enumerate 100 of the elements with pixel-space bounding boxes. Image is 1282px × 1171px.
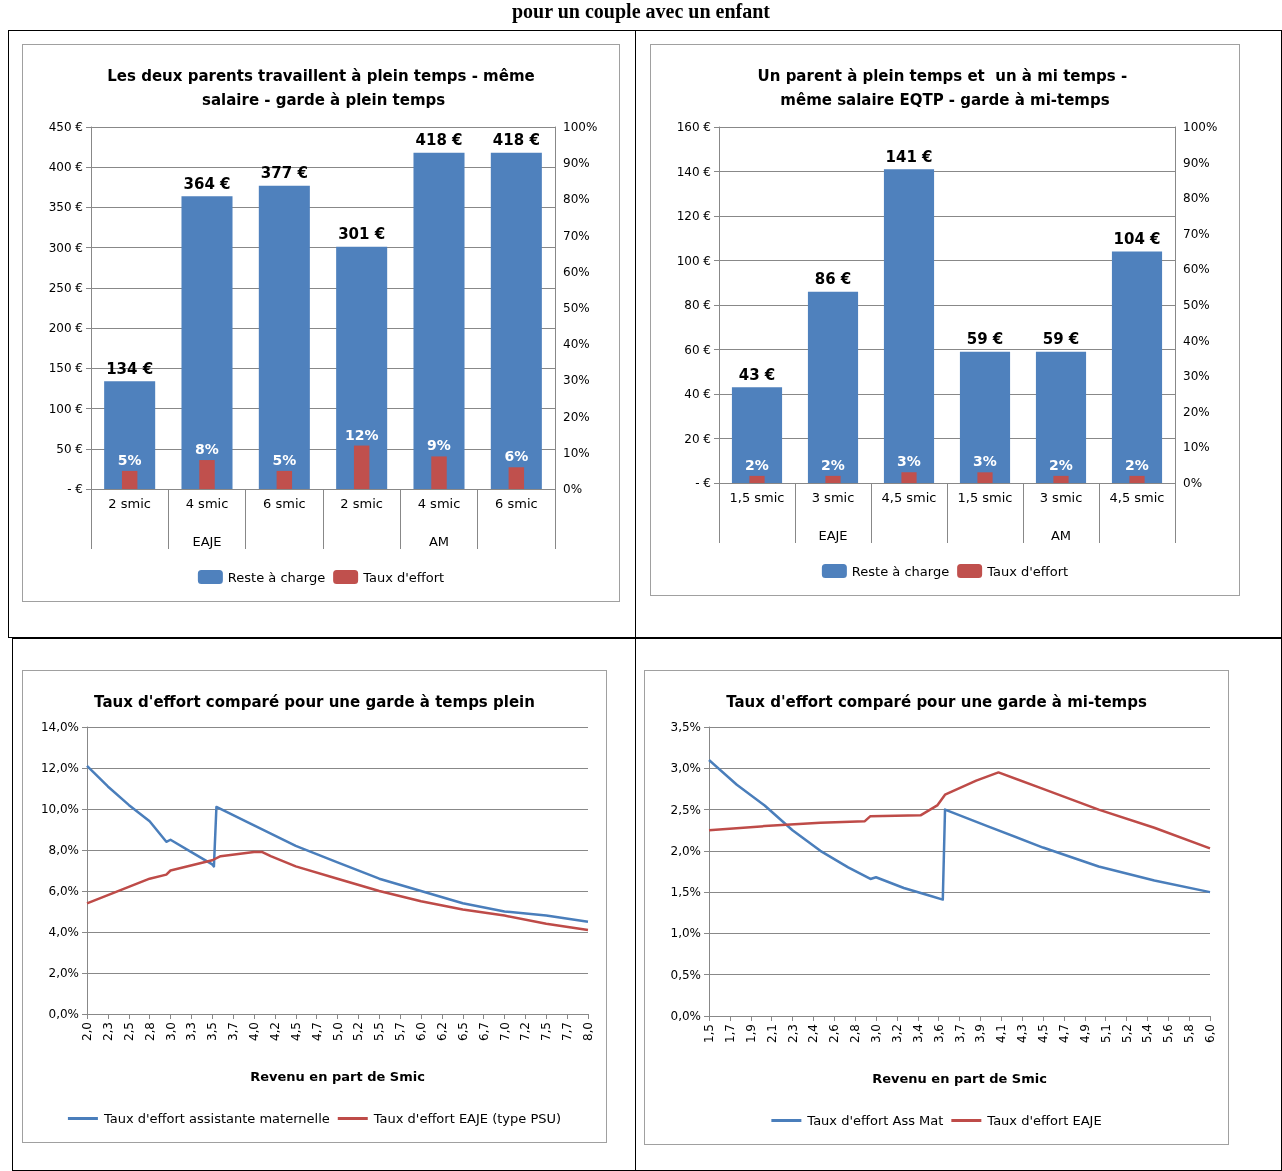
text: EAJE: [192, 534, 222, 549]
y-tick-label: 100 €: [676, 253, 711, 268]
x-tick-label: 5,0: [330, 1022, 345, 1042]
y2-tick-label: 20%: [563, 409, 590, 424]
y-tick-label: - €: [67, 482, 83, 496]
y2-tick-label: 90%: [563, 156, 590, 171]
x-tick-label: 3 smic: [1039, 490, 1083, 505]
x-tick-label: 3,0: [869, 1024, 883, 1044]
y-tick-label: - €: [695, 476, 711, 490]
y-tick-label: 300 €: [48, 240, 83, 255]
x-axis-title: Revenu en part de Smic: [872, 1071, 1047, 1086]
x-tick-label: 6,2: [434, 1022, 449, 1042]
x-tick-label: 6 smic: [495, 496, 538, 511]
data-label: 364 €: [183, 174, 231, 193]
x-tick-label: 5,1: [1098, 1024, 1113, 1044]
text: pour un couple avec un enfant: [511, 0, 771, 23]
chart-title: Taux d'effort comparé pour une garde à temps plein: [94, 693, 535, 711]
bar: [353, 445, 370, 489]
y-tick-label: 40 €: [684, 387, 711, 401]
y-tick-label: 4,0%: [48, 925, 79, 939]
legend-label: Reste à charge: [851, 563, 950, 579]
y2-tick-label: 30%: [563, 373, 590, 388]
legend-label: Taux d'effort EAJE: [986, 1113, 1102, 1128]
y-tick-label: 120 €: [676, 209, 711, 223]
x-tick-label: 4,5: [288, 1022, 303, 1042]
text: EAJE: [818, 528, 848, 543]
y-tick-label: 6,0%: [48, 884, 79, 898]
bar: [490, 152, 542, 489]
x-tick-label: 2 smic: [108, 496, 151, 511]
text: AM: [1050, 528, 1072, 543]
bar: [807, 291, 859, 483]
x-tick-label: 3,7: [226, 1022, 241, 1042]
x-tick-label: 4 smic: [185, 496, 229, 511]
bar: [258, 185, 310, 489]
y-tick-label: 3,5%: [670, 720, 701, 734]
data-label: 43 €: [738, 365, 776, 384]
data-label: 2%: [821, 456, 845, 473]
x-tick-label: 1,7: [722, 1024, 737, 1044]
x-tick-label: 2,6: [827, 1024, 842, 1044]
data-label: 5%: [272, 451, 297, 468]
y-tick-label: 20 €: [684, 431, 711, 446]
y2-tick-label: 0%: [563, 482, 583, 496]
x-tick-label: 1,9: [743, 1024, 758, 1044]
y2-tick-label: 10%: [1183, 440, 1210, 455]
line-series: [707, 758, 1212, 901]
bar: [276, 470, 293, 489]
x-tick-label: 4,5 smic: [1109, 490, 1165, 505]
y-tick-label: 140 €: [676, 164, 711, 179]
y-tick-label: 200 €: [48, 321, 83, 336]
y-tick-label: 3,0%: [670, 761, 701, 776]
y2-tick-label: 40%: [1183, 333, 1210, 348]
y-tick-label: 12,0%: [40, 761, 79, 775]
x-tick-label: 2,8: [142, 1022, 157, 1042]
line-series: [85, 850, 590, 932]
x-tick-label: 3,7: [952, 1024, 967, 1044]
x-tick-label: 3 smic: [811, 490, 855, 505]
y2-tick-label: 50%: [563, 301, 590, 315]
bar: [1111, 251, 1163, 483]
chart-title: Un parent à plein temps et un à mi temps - même salaire EQTP - garde à mi-temps: [757, 67, 1133, 109]
y2-tick-label: 10%: [563, 445, 590, 460]
legend-label: Taux d'effort Ass Mat: [806, 1113, 944, 1128]
x-tick-label: 4 smic: [417, 496, 461, 511]
data-label: 2%: [745, 456, 769, 473]
y-tick-label: 150 €: [48, 361, 83, 376]
data-label: 59 €: [966, 330, 1004, 349]
x-tick-label: 5,4: [1140, 1024, 1155, 1044]
legend-label: Taux d'effort assistante maternelle: [102, 1111, 330, 1126]
x-tick-label: 6,5: [455, 1022, 470, 1042]
bar: [1035, 351, 1087, 483]
data-label: 134 €: [106, 359, 154, 378]
data-label: 3%: [897, 453, 921, 470]
x-tick-label: 2,5: [121, 1022, 136, 1042]
x-tick-label: 2 smic: [340, 496, 383, 511]
y-tick-label: 50 €: [56, 441, 83, 456]
x-tick-label: 4,7: [309, 1022, 324, 1042]
x-tick-label: 3,5: [205, 1022, 220, 1042]
data-label: 9%: [427, 437, 451, 454]
data-label: 301 €: [338, 225, 386, 244]
x-tick-label: 6,0: [414, 1022, 428, 1042]
bar: [508, 467, 525, 489]
data-label: 8%: [195, 441, 219, 458]
x-tick-label: 7,2: [518, 1022, 533, 1042]
y-tick-label: 80 €: [684, 298, 711, 312]
y-tick-label: 0,0%: [670, 1009, 701, 1023]
data-label: 3%: [973, 453, 997, 470]
legend-label: Taux d'effort: [362, 569, 445, 585]
y-tick-label: 250 €: [48, 280, 83, 295]
x-tick-label: 4,9: [1077, 1024, 1092, 1044]
x-tick-label: 3,0: [163, 1022, 178, 1042]
y-tick-label: 2,0%: [670, 843, 701, 858]
x-tick-label: 8,0: [581, 1022, 595, 1042]
chart-title: Taux d'effort comparé pour une garde à mi-temps: [726, 693, 1147, 711]
x-tick-label: 2,1: [764, 1024, 779, 1044]
legend-label: Taux d'effort: [986, 563, 1069, 579]
bar: [121, 470, 138, 489]
y2-tick-label: 80%: [1183, 191, 1210, 206]
x-tick-label: 5,6: [1161, 1024, 1176, 1044]
x-tick-label: 6,7: [476, 1022, 491, 1042]
x-tick-label: 7,5: [539, 1022, 554, 1042]
x-tick-label: 7,7: [560, 1022, 575, 1042]
